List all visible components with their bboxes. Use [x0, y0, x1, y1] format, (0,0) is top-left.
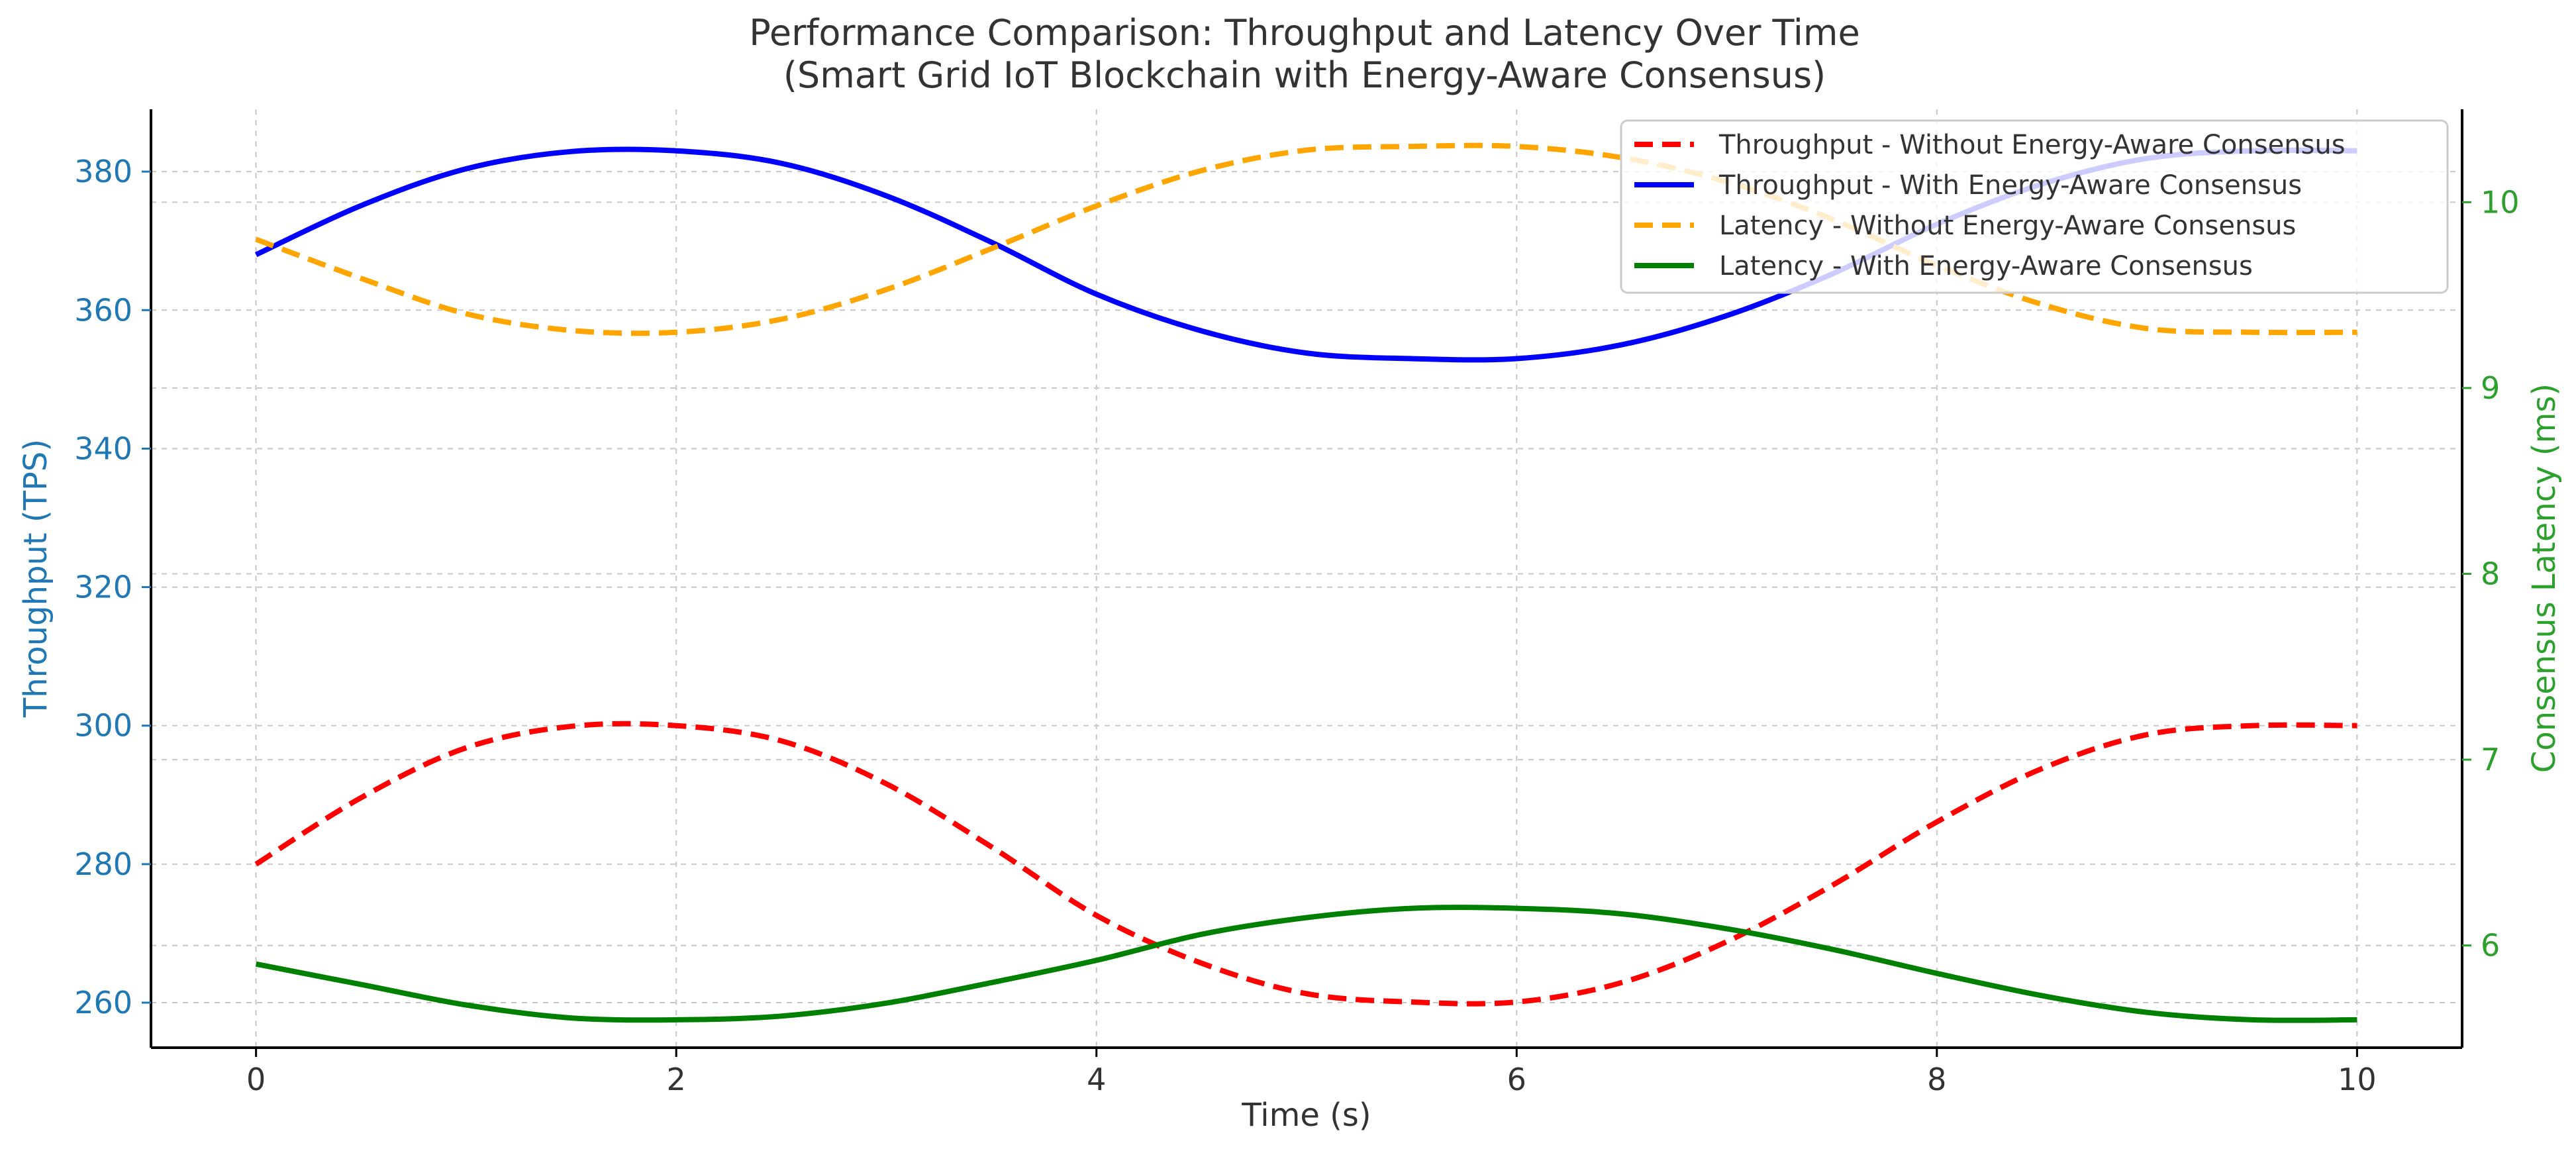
x-tick-label: 2: [667, 1062, 686, 1097]
left-tick-label: 300: [74, 708, 132, 744]
legend-throughput-without-label: Throughput - Without Energy-Aware Consen…: [1718, 130, 2346, 160]
series-throughput-without: [254, 721, 2357, 1007]
left-axis-label: Throughput (TPS): [17, 439, 54, 718]
right-tick-label: 8: [2481, 556, 2500, 591]
x-tick-label: 6: [1507, 1062, 1526, 1097]
legend: Throughput - Without Energy-Aware Consen…: [1620, 119, 2449, 294]
chart-subtitle: (Smart Grid IoT Blockchain with Energy-A…: [783, 54, 1826, 96]
x-tick-label: 0: [246, 1062, 266, 1097]
left-tick-label: 280: [74, 846, 132, 882]
right-axis-label: Consensus Latency (ms): [2526, 383, 2563, 773]
right-tick-label: 7: [2481, 742, 2500, 777]
legend-latency-with-label: Latency - With Energy-Aware Consensus: [1719, 251, 2253, 281]
legend-latency-without-label: Latency - Without Energy-Aware Consensus: [1719, 211, 2296, 241]
x-axis-label: Time (s): [1241, 1097, 1371, 1134]
legend-frame: [1620, 119, 2449, 294]
left-tick-label: 260: [74, 985, 132, 1021]
legend-throughput-with-label: Throughput - With Energy-Aware Consensus: [1718, 170, 2302, 201]
x-tick-label: 4: [1087, 1062, 1106, 1097]
right-tick-label: 10: [2481, 184, 2520, 220]
left-tick-label: 320: [74, 570, 132, 605]
x-tick-label: 8: [1927, 1062, 1946, 1097]
right-tick-label: 6: [2481, 928, 2500, 964]
chart-title: Performance Comparison: Throughput and L…: [749, 12, 1859, 54]
left-axis-ticks: 260 280 300 320 340 360 380: [74, 154, 151, 1021]
left-tick-label: 360: [74, 292, 132, 328]
grid-lines: [151, 109, 2462, 1048]
series-latency-with: [255, 905, 2357, 1023]
left-tick-label: 380: [74, 154, 132, 189]
right-tick-label: 9: [2481, 370, 2500, 406]
x-tick-label: 10: [2338, 1062, 2377, 1097]
left-tick-label: 340: [74, 430, 132, 466]
x-axis-ticks: 0 2 4 6 8 10: [246, 1048, 2377, 1097]
right-axis-ticks: 6 7 8 9 10: [2462, 184, 2520, 964]
